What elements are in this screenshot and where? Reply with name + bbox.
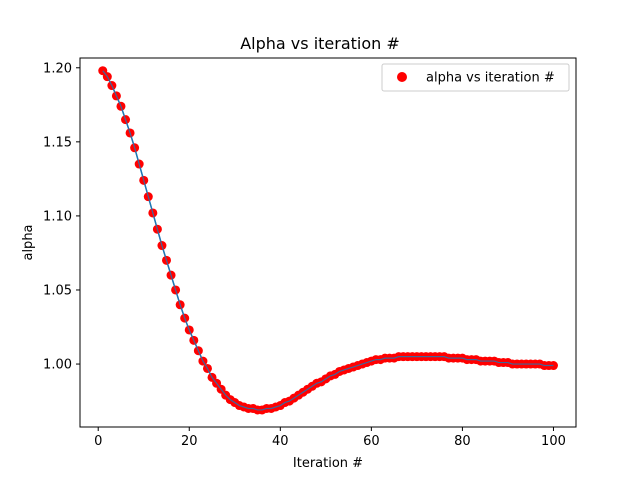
- legend-label: alpha vs iteration #: [426, 71, 555, 86]
- series-line-overlay: [102, 70, 554, 411]
- y-axis: 1.00 1.05 1.10 1.15 1.20: [43, 61, 80, 373]
- y-tick-label: 1.05: [43, 283, 72, 298]
- x-tick-label: 0: [94, 434, 102, 449]
- x-tick-label: 40: [272, 434, 289, 449]
- y-axis-label: alpha: [21, 224, 36, 260]
- legend-marker: [397, 72, 407, 82]
- legend: alpha vs iteration #: [381, 63, 570, 92]
- plot-area: [98, 66, 558, 415]
- axes-frame: [79, 57, 577, 428]
- x-axis-label: Iteration #: [293, 456, 363, 471]
- x-axis: 0 20 40 60 80 100: [94, 427, 566, 449]
- y-tick-label: 1.10: [43, 209, 72, 224]
- x-tick-label: 80: [454, 434, 471, 449]
- x-tick-label: 100: [541, 434, 566, 449]
- x-tick-label: 20: [181, 434, 198, 449]
- y-tick-label: 1.00: [43, 358, 72, 373]
- legend-box: [381, 63, 570, 92]
- x-tick-label: 60: [363, 434, 380, 449]
- y-tick-label: 1.15: [43, 135, 72, 150]
- y-tick-label: 1.20: [43, 61, 72, 76]
- chart-title: Alpha vs iteration #: [240, 34, 400, 53]
